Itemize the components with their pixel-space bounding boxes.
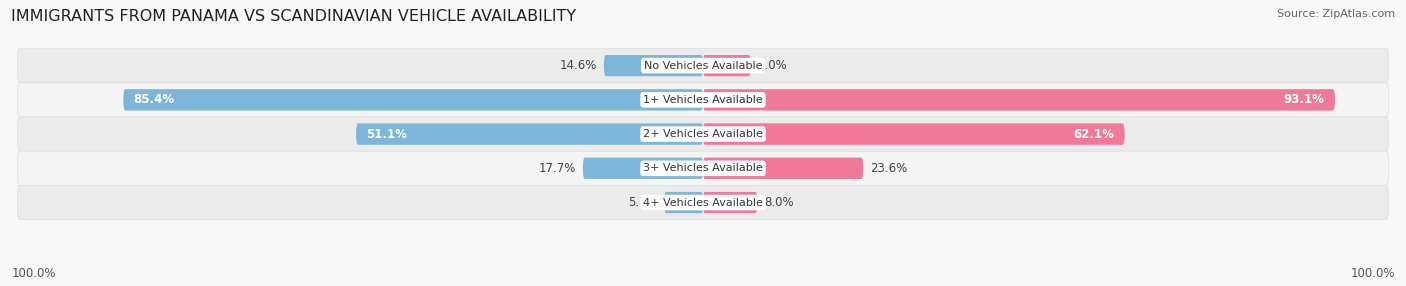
FancyBboxPatch shape bbox=[664, 192, 703, 213]
Text: 2+ Vehicles Available: 2+ Vehicles Available bbox=[643, 129, 763, 139]
Text: 14.6%: 14.6% bbox=[560, 59, 598, 72]
FancyBboxPatch shape bbox=[703, 158, 863, 179]
FancyBboxPatch shape bbox=[17, 151, 1389, 185]
Text: Source: ZipAtlas.com: Source: ZipAtlas.com bbox=[1277, 9, 1395, 19]
FancyBboxPatch shape bbox=[703, 192, 758, 213]
Text: 5.7%: 5.7% bbox=[627, 196, 658, 209]
Text: 85.4%: 85.4% bbox=[134, 93, 174, 106]
Text: 3+ Vehicles Available: 3+ Vehicles Available bbox=[643, 163, 763, 173]
Text: 8.0%: 8.0% bbox=[763, 196, 794, 209]
FancyBboxPatch shape bbox=[703, 192, 758, 213]
Text: 4+ Vehicles Available: 4+ Vehicles Available bbox=[643, 198, 763, 208]
Text: 100.0%: 100.0% bbox=[1350, 267, 1395, 280]
FancyBboxPatch shape bbox=[703, 55, 751, 76]
FancyBboxPatch shape bbox=[583, 158, 703, 179]
FancyBboxPatch shape bbox=[703, 55, 751, 76]
Text: 93.1%: 93.1% bbox=[1284, 93, 1324, 106]
FancyBboxPatch shape bbox=[605, 55, 703, 76]
Text: 17.7%: 17.7% bbox=[538, 162, 576, 175]
FancyBboxPatch shape bbox=[703, 89, 1334, 110]
FancyBboxPatch shape bbox=[124, 89, 703, 110]
Text: No Vehicles Available: No Vehicles Available bbox=[644, 61, 762, 71]
FancyBboxPatch shape bbox=[17, 117, 1389, 151]
FancyBboxPatch shape bbox=[17, 49, 1389, 83]
Text: 62.1%: 62.1% bbox=[1073, 128, 1115, 141]
FancyBboxPatch shape bbox=[356, 124, 703, 145]
FancyBboxPatch shape bbox=[703, 158, 863, 179]
Text: 100.0%: 100.0% bbox=[11, 267, 56, 280]
FancyBboxPatch shape bbox=[124, 89, 703, 110]
Text: 7.0%: 7.0% bbox=[758, 59, 787, 72]
FancyBboxPatch shape bbox=[664, 192, 703, 213]
FancyBboxPatch shape bbox=[17, 185, 1389, 220]
FancyBboxPatch shape bbox=[703, 89, 1334, 110]
Text: IMMIGRANTS FROM PANAMA VS SCANDINAVIAN VEHICLE AVAILABILITY: IMMIGRANTS FROM PANAMA VS SCANDINAVIAN V… bbox=[11, 9, 576, 23]
Text: 23.6%: 23.6% bbox=[870, 162, 907, 175]
FancyBboxPatch shape bbox=[583, 158, 703, 179]
FancyBboxPatch shape bbox=[17, 83, 1389, 117]
Text: 51.1%: 51.1% bbox=[367, 128, 408, 141]
FancyBboxPatch shape bbox=[605, 55, 703, 76]
FancyBboxPatch shape bbox=[356, 124, 703, 145]
Text: 1+ Vehicles Available: 1+ Vehicles Available bbox=[643, 95, 763, 105]
FancyBboxPatch shape bbox=[703, 124, 1125, 145]
FancyBboxPatch shape bbox=[703, 124, 1125, 145]
